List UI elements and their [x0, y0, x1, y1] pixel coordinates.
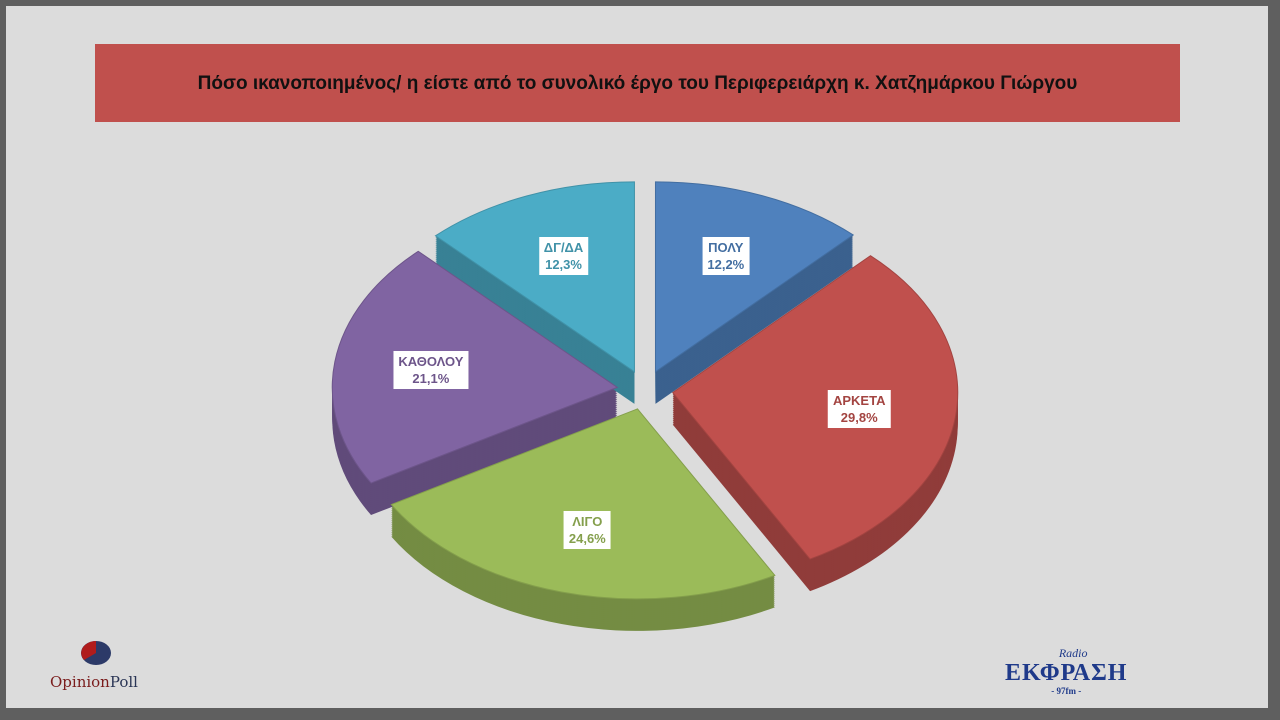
pie-slice-0 — [654, 181, 855, 373]
data-label: ΑΡΚΕΤΑ 29,8% — [827, 390, 891, 429]
pie-slice-2 — [390, 408, 776, 600]
data-label-value: 21,1% — [412, 371, 450, 387]
pie-slice-1 — [672, 255, 959, 560]
chart-title: Πόσο ικανοποιημένος/ η είστε από το συνο… — [95, 44, 1180, 122]
data-label: ΛΙΓΟ 24,6% — [563, 510, 611, 549]
data-label-category: ΔΓ/ΔΑ — [543, 239, 584, 255]
data-label-category: ΛΙΓΟ — [572, 513, 603, 529]
data-label-category: ΚΑΘΟΛΟΥ — [398, 354, 464, 370]
data-label-category: ΑΡΚΕΤΑ — [832, 393, 886, 409]
data-label: ΚΑΘΟΛΟΥ 21,1% — [393, 351, 469, 390]
chart-title-text: Πόσο ικανοποιημένος/ η είστε από το συνο… — [197, 72, 1078, 94]
data-label-value: 24,6% — [568, 530, 606, 546]
pie-slice-3 — [331, 250, 619, 484]
data-label-value: 29,8% — [840, 410, 878, 426]
radio-ekfrasi-logo: Radio ΕΚΦΡΑΣΗ - 97fm - — [1005, 646, 1128, 696]
data-label-value: 12,3% — [545, 256, 582, 272]
data-label: ΠΟΛΥ 12,2% — [702, 236, 750, 275]
data-label-value: 12,2% — [707, 256, 745, 272]
data-label: ΔΓ/ΔΑ 12,3% — [538, 236, 589, 275]
opinionpoll-logo-icon — [81, 641, 111, 665]
pie-slice-4 — [434, 181, 635, 373]
opinionpoll-logo: OpinionPoll — [38, 638, 150, 691]
data-label-category: ΠΟΛΥ — [708, 239, 744, 255]
